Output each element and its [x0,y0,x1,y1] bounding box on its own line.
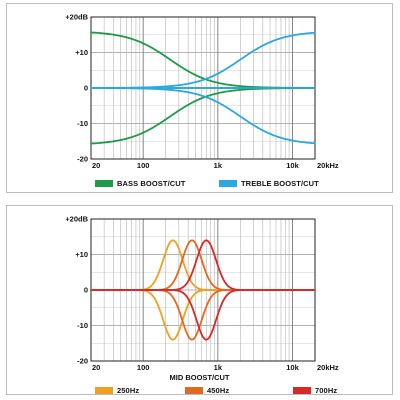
y-tick-label: +20dB [65,215,88,224]
legend-swatch-250hz [95,386,113,394]
bass-treble-chart: +20dB +10 0 -10 -20 20 100 1k 10k 20kHz [65,13,339,170]
legend-swatch-bass [95,179,113,187]
y-tick-label: +10 [75,48,88,57]
x-tick-label: 100 [137,161,150,170]
legend: BASS BOOST/CUT TREBLE BOOST/CUT [7,176,392,190]
legend-item-450hz: 450Hz [185,383,229,397]
x-tick-label: 1k [214,363,223,372]
x-tick-label: 20 [92,363,100,372]
y-tick-label: -10 [77,321,88,330]
legend-label-700hz: 700Hz [315,385,338,395]
y-tick-label: -10 [77,119,88,128]
legend: 250Hz 450Hz 700Hz [7,383,392,397]
x-tick-label: 20kHz [317,161,339,170]
x-tick-label: 10k [286,161,299,170]
legend-item-bass: BASS BOOST/CUT [95,176,186,190]
bass-treble-chart-panel: +20dB +10 0 -10 -20 20 100 1k 10k 20kHz BASS BOOS… [6,3,393,193]
series-line [90,239,316,291]
legend-swatch-450hz [185,386,203,394]
legend-swatch-700hz [293,386,311,394]
y-tick-label: -20 [77,357,88,366]
legend-label-treble: TREBLE BOOST/CUT [241,178,319,188]
legend-item-250hz: 250Hz [95,383,139,397]
x-tick-label: 20kHz [317,363,339,372]
legend-label-250hz: 250Hz [117,385,140,395]
chart-caption: MID BOOST/CUT [169,373,230,382]
y-tick-label: 0 [84,84,88,93]
legend-item-treble: TREBLE BOOST/CUT [219,176,319,190]
mid-chart-panel: +20dB +10 0 -10 -20 20 100 1k 10k 20kHz MID BOOST… [6,205,393,395]
legend-label-bass: BASS BOOST/CUT [117,178,186,188]
y-tick-label: +10 [75,250,88,259]
legend-swatch-treble [219,179,237,187]
y-tick-label: 0 [84,286,88,295]
x-tick-label: 10k [286,363,299,372]
series-line [90,289,316,341]
x-tick-label: 20 [92,161,100,170]
legend-item-700hz: 700Hz [293,383,337,397]
series-line [90,87,316,145]
x-tick-label: 100 [137,363,150,372]
y-tick-label: +20dB [65,13,88,22]
series-line [90,289,316,341]
x-tick-label: 1k [214,161,223,170]
y-tick-label: -20 [77,155,88,164]
series-line [90,31,316,89]
legend-label-450hz: 450Hz [207,385,230,395]
mid-boost-cut-chart: +20dB +10 0 -10 -20 20 100 1k 10k 20kHz [65,215,339,372]
